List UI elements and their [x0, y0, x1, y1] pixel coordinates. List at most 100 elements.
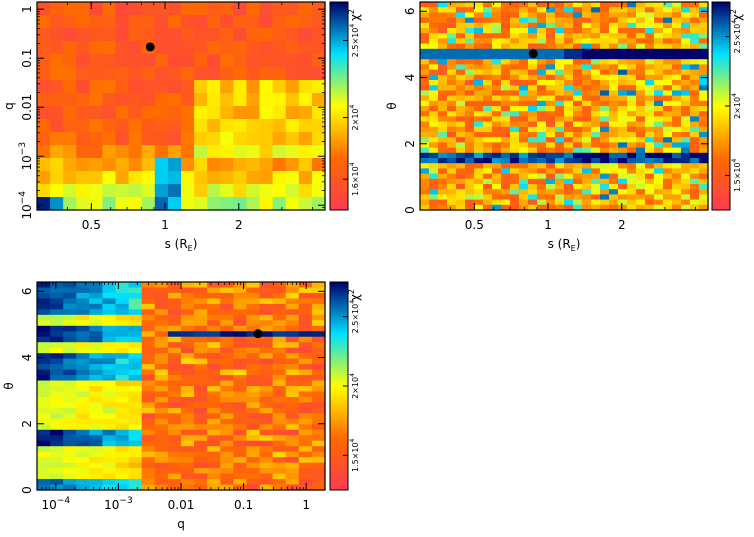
- heatmap-cell: [167, 418, 182, 425]
- heatmap-cell: [528, 168, 538, 175]
- heatmap-cell: [654, 111, 664, 117]
- heatmap-cell: [618, 85, 628, 91]
- heatmap-cell: [627, 132, 637, 138]
- heatmap-cell: [63, 158, 77, 172]
- heatmap-cell: [690, 199, 700, 206]
- heatmap-cell: [690, 17, 700, 24]
- heatmap-cell: [654, 106, 664, 112]
- heatmap-cell: [233, 93, 248, 107]
- heatmap-cell: [528, 111, 538, 117]
- heatmap-cell: [167, 369, 182, 376]
- heatmap-cell: [537, 7, 547, 13]
- heatmap-cell: [76, 132, 90, 146]
- heatmap-cell: [37, 462, 51, 469]
- heatmap-cell: [37, 287, 51, 294]
- heatmap-cell: [50, 451, 64, 458]
- heatmap-cell: [259, 145, 274, 159]
- heatmap-cell: [50, 479, 64, 486]
- heatmap-cell: [259, 413, 274, 420]
- heatmap-cell: [501, 147, 511, 154]
- heatmap-cell: [272, 473, 287, 480]
- heatmap-cell: [194, 287, 208, 294]
- heatmap-cell: [115, 28, 130, 42]
- heatmap-cell: [690, 116, 700, 123]
- heatmap-cell: [102, 342, 117, 349]
- heatmap-cell: [50, 287, 64, 294]
- heatmap-cell: [298, 418, 313, 425]
- heatmap-cell: [627, 163, 637, 169]
- heatmap-cell: [672, 80, 682, 86]
- heatmap-cell: [194, 396, 208, 404]
- heatmap-cell: [474, 204, 484, 211]
- heatmap-cell: [627, 80, 637, 86]
- heatmap-cell: [645, 116, 655, 123]
- y-tick-label: 6: [403, 7, 417, 15]
- heatmap-cell: [128, 484, 143, 491]
- heatmap-cell: [167, 468, 182, 475]
- heatmap-cell: [483, 43, 493, 50]
- heatmap-cell: [154, 325, 169, 332]
- heatmap-cell: [285, 353, 300, 360]
- heatmap-cell: [636, 116, 646, 123]
- heatmap-cell: [63, 418, 77, 425]
- heatmap-cell: [298, 287, 313, 294]
- heatmap-cell: [298, 119, 313, 133]
- heatmap-cell: [681, 22, 691, 29]
- heatmap-cell: [141, 2, 156, 16]
- heatmap-cell: [537, 126, 547, 133]
- heatmap-cell: [501, 173, 511, 180]
- heatmap-cell: [501, 43, 511, 50]
- heatmap-cell: [555, 100, 565, 107]
- heatmap-cell: [492, 69, 502, 76]
- heatmap-cell: [233, 298, 248, 305]
- heatmap-cell: [220, 309, 234, 316]
- heatmap-cell: [207, 298, 221, 305]
- heatmap-cell: [438, 116, 448, 123]
- heatmap-cell: [483, 106, 493, 112]
- heatmap-cell: [474, 28, 484, 34]
- heatmap-cell: [483, 85, 493, 91]
- heatmap-cell: [141, 429, 156, 436]
- heatmap-cell: [89, 158, 104, 172]
- heatmap-cell: [233, 380, 248, 387]
- heatmap-cell: [246, 446, 261, 453]
- heatmap-cell: [582, 111, 592, 117]
- heatmap-cell: [420, 126, 430, 133]
- heatmap-cell: [89, 473, 104, 480]
- heatmap-cell: [663, 38, 673, 45]
- heatmap-cell: [128, 28, 143, 42]
- heatmap-cell: [37, 424, 51, 431]
- heatmap-cell: [465, 69, 475, 76]
- heatmap-cell: [285, 457, 300, 464]
- heatmap-cell: [128, 314, 143, 321]
- heatmap-cell: [690, 152, 700, 159]
- heatmap-cell: [699, 90, 709, 97]
- heatmap-cell: [37, 93, 51, 107]
- heatmap-cell: [220, 462, 234, 469]
- heatmap-cell: [564, 121, 574, 128]
- heatmap-cell: [627, 59, 637, 65]
- heatmap-cell: [690, 194, 700, 201]
- heatmap-cell: [699, 33, 709, 39]
- heatmap-cell: [259, 347, 274, 354]
- heatmap-cell: [233, 462, 248, 469]
- heatmap-cell: [141, 347, 156, 354]
- heatmap-cell: [591, 100, 601, 107]
- heatmap-cell: [438, 137, 448, 143]
- heatmap-cell: [298, 402, 313, 409]
- heatmap-cell: [37, 184, 51, 198]
- heatmap-cell: [528, 173, 538, 180]
- heatmap-cell: [115, 292, 130, 300]
- heatmap-cell: [207, 479, 221, 486]
- heatmap-cell: [272, 287, 287, 294]
- heatmap-cell: [311, 320, 326, 327]
- heatmap-cell: [690, 38, 700, 45]
- heatmap-cell: [285, 369, 300, 376]
- heatmap-cell: [618, 137, 628, 143]
- heatmap-cell: [519, 163, 529, 169]
- heatmap-cell: [609, 121, 619, 128]
- heatmap-cell: [311, 171, 326, 185]
- heatmap-cell: [519, 189, 529, 195]
- heatmap-cell: [63, 462, 77, 469]
- heatmap-cell: [259, 391, 274, 398]
